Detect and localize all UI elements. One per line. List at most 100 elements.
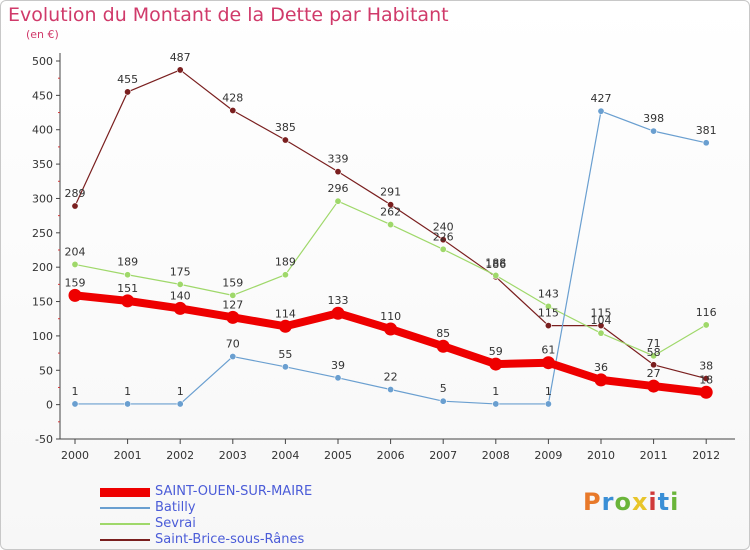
data-point	[439, 245, 447, 253]
data-point	[331, 306, 345, 320]
data-label: 159	[65, 276, 86, 289]
data-label: 140	[170, 289, 191, 302]
data-label: 151	[117, 282, 138, 295]
legend-label: SAINT-OUEN-SUR-MAIRE	[155, 484, 313, 499]
data-point	[334, 197, 342, 205]
data-point	[492, 271, 500, 279]
data-label: 104	[591, 314, 612, 327]
data-label: 58	[647, 346, 661, 359]
data-point	[647, 379, 661, 393]
data-point	[439, 236, 447, 244]
legend-swatch	[100, 539, 150, 541]
data-point	[387, 386, 395, 394]
data-label: 1	[492, 385, 499, 398]
x-tick-label: 2003	[219, 449, 247, 462]
y-tick-label: 200	[32, 261, 53, 274]
y-tick-label: 300	[32, 192, 53, 205]
data-point	[281, 136, 289, 144]
data-label: 427	[591, 92, 612, 105]
data-point	[702, 375, 710, 383]
data-point	[71, 400, 79, 408]
data-label: 59	[489, 345, 503, 358]
data-label: 143	[538, 287, 559, 300]
data-label: 5	[440, 382, 447, 395]
data-point	[176, 400, 184, 408]
data-point	[492, 400, 500, 408]
x-tick-label: 2011	[640, 449, 668, 462]
data-point	[436, 339, 450, 353]
y-tick-label: 350	[32, 158, 53, 171]
data-label: 188	[485, 256, 506, 269]
chart-title: Evolution du Montant de la Dette par Hab…	[8, 4, 449, 26]
data-point	[334, 374, 342, 382]
y-tick-label: 0	[46, 399, 53, 412]
y-tick-label: 100	[32, 330, 53, 343]
data-label: 240	[433, 221, 454, 234]
data-point	[121, 294, 135, 308]
y-tick-label: 500	[32, 55, 53, 68]
data-label: 70	[226, 338, 240, 351]
data-point	[71, 260, 79, 268]
data-label: 85	[436, 327, 450, 340]
data-label: 1	[72, 385, 79, 398]
data-point	[387, 221, 395, 229]
y-tick-label: 150	[32, 296, 53, 309]
legend-swatch	[100, 523, 150, 525]
data-label: 289	[65, 187, 86, 200]
x-tick-label: 2010	[587, 449, 615, 462]
data-point	[281, 363, 289, 371]
data-label: 133	[328, 294, 349, 307]
y-tick-label: 50	[39, 364, 53, 377]
x-tick-label: 2007	[429, 449, 457, 462]
data-label: 291	[380, 186, 401, 199]
data-label: 18	[699, 373, 713, 386]
data-point	[176, 280, 184, 288]
data-label: 1	[124, 385, 131, 398]
data-label: 296	[328, 182, 349, 195]
data-point	[281, 271, 289, 279]
data-point	[650, 127, 658, 135]
data-label: 204	[65, 245, 86, 258]
data-point	[699, 385, 713, 399]
data-label: 36	[594, 361, 608, 374]
data-label: 381	[696, 124, 717, 137]
data-point	[541, 356, 555, 370]
logo-letter: i	[648, 488, 658, 516]
legend-swatch	[100, 507, 150, 509]
data-point	[229, 353, 237, 361]
legend-label: Sevrai	[155, 516, 196, 531]
y-tick-label: -50	[35, 433, 53, 446]
x-tick-label: 2002	[166, 449, 194, 462]
data-label: 226	[433, 230, 454, 243]
data-point	[597, 322, 605, 330]
legend-swatch	[100, 488, 150, 497]
logo-letter: r	[601, 488, 615, 516]
x-tick-label: 2005	[324, 449, 352, 462]
data-point	[68, 288, 82, 302]
data-label: 385	[275, 121, 296, 134]
logo-letter: P	[583, 488, 602, 516]
data-point	[384, 322, 398, 336]
data-label: 262	[380, 206, 401, 219]
y-tick-label: 400	[32, 124, 53, 137]
data-label: 1	[545, 385, 552, 398]
data-label: 1	[177, 385, 184, 398]
data-point	[229, 106, 237, 114]
legend-label: Batilly	[155, 500, 196, 515]
data-label: 159	[222, 276, 243, 289]
data-point	[597, 107, 605, 115]
logo-letter: o	[614, 488, 632, 516]
data-point	[71, 202, 79, 210]
data-label: 114	[275, 307, 296, 320]
x-tick-label: 2001	[114, 449, 142, 462]
data-label: 22	[384, 371, 398, 384]
x-tick-label: 2009	[534, 449, 562, 462]
data-label: 61	[541, 344, 555, 357]
data-label: 455	[117, 73, 138, 86]
series-line	[74, 110, 707, 405]
data-label: 115	[538, 307, 559, 320]
data-label: 55	[278, 348, 292, 361]
data-label: 339	[328, 153, 349, 166]
data-label: 127	[222, 298, 243, 311]
legend-label: Saint-Brice-sous-Rânes	[155, 532, 305, 547]
